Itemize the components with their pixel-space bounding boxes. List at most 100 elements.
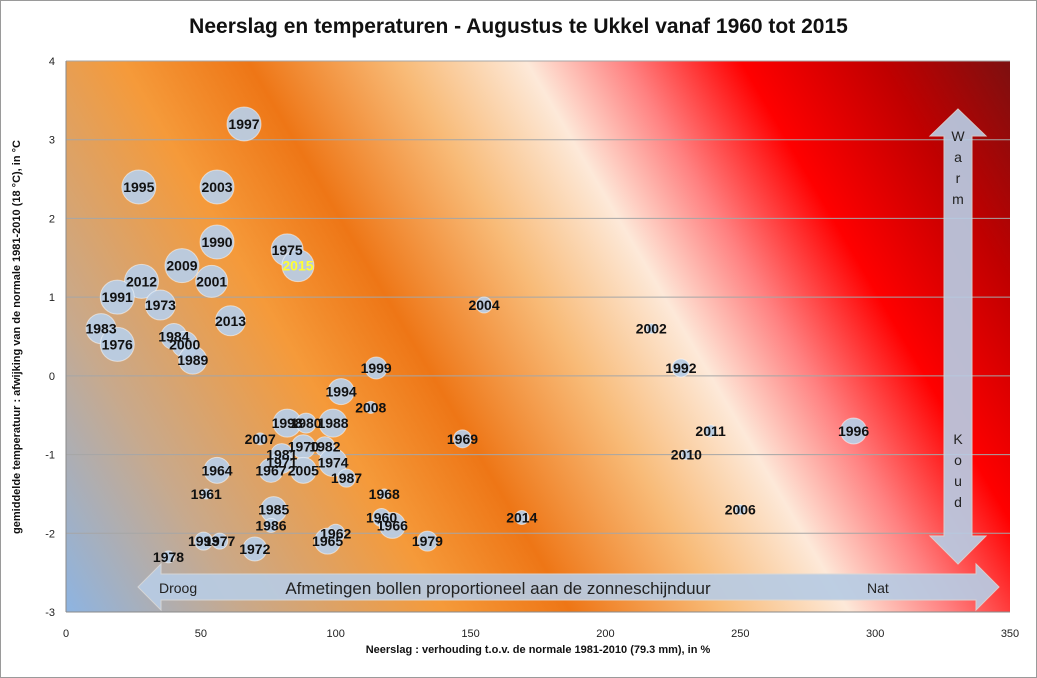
bubble-2009 (164, 248, 200, 284)
vertical-double-arrow (928, 108, 988, 565)
bubble-1980 (295, 412, 317, 434)
y-tick-label: 3 (49, 135, 55, 147)
bubble-label-2003: 2003 (201, 179, 232, 195)
bubble-2010 (680, 449, 692, 461)
bubble-label-1983: 1983 (85, 321, 116, 337)
gridlines (66, 60, 1010, 534)
bubble-label-1993: 1993 (188, 533, 219, 549)
bubble-label-1969: 1969 (447, 431, 478, 447)
bubble-label-2008: 2008 (355, 399, 386, 415)
arrow-label-sunshine: Afmetingen bollen proportioneel aan de z… (285, 579, 711, 598)
y-tick-label: 2 (49, 213, 55, 225)
bubble-label-1966: 1966 (377, 517, 408, 533)
bubble-label-2013: 2013 (215, 313, 246, 329)
bubble-label-2002: 2002 (636, 321, 667, 337)
bubble-label-1970: 1970 (288, 439, 319, 455)
x-tick-label: 100 (327, 628, 345, 640)
bubble-label-1973: 1973 (145, 297, 176, 313)
x-tick-label: 200 (596, 628, 614, 640)
bubble-label-2007: 2007 (245, 431, 276, 447)
bubble-series (85, 106, 868, 564)
bubble-2005 (289, 456, 317, 484)
bubble-label-1964: 1964 (201, 462, 232, 478)
bubble-label-1967: 1967 (255, 462, 286, 478)
bubble-label-1989: 1989 (177, 352, 208, 368)
y-tick-labels: -3 -2 -1 0 1 2 3 4 (45, 56, 55, 619)
bubble-label-1975: 1975 (272, 242, 303, 258)
bubble-1968 (378, 488, 390, 500)
bubble-label-1986: 1986 (255, 517, 286, 533)
bubble-label-2004: 2004 (468, 297, 499, 313)
bubble-label-1974: 1974 (317, 454, 348, 470)
x-tick-label: 350 (1001, 628, 1019, 640)
bubble-label-1961: 1961 (191, 486, 222, 502)
bubble-2001 (195, 264, 229, 298)
bubble-1966 (378, 511, 406, 539)
bubble-1969 (452, 429, 472, 449)
bubble-label-1960: 1960 (366, 510, 397, 526)
bubble-label-1998: 1998 (272, 415, 303, 431)
bubble-label-1965: 1965 (312, 533, 343, 549)
bubble-label-1988: 1988 (317, 415, 348, 431)
bubble-label-2015: 2015 (282, 258, 313, 274)
y-tick-label: -1 (45, 450, 55, 462)
bubble-label-1996: 1996 (838, 423, 869, 439)
bubble-label-1999: 1999 (361, 360, 392, 376)
bubble-label-1997: 1997 (228, 116, 259, 132)
bubble-1996 (840, 417, 868, 445)
x-tick-label: 150 (461, 628, 479, 640)
bubble-1967 (258, 457, 284, 483)
bubble-1988 (318, 408, 348, 438)
bubble-2007 (253, 432, 267, 446)
bubble-label-1972: 1972 (239, 541, 270, 557)
bubble-label-2010: 2010 (671, 447, 702, 463)
arrow-label-droog: Droog (159, 580, 197, 596)
bubble-label-1979: 1979 (412, 533, 443, 549)
bubble-label-1990: 1990 (201, 234, 232, 250)
bubble-label-1987: 1987 (331, 470, 362, 486)
bubble-label-2011: 2011 (695, 423, 726, 439)
y-tick-label: -3 (45, 607, 55, 619)
bubble-1994 (327, 378, 355, 406)
x-tick-label: 0 (63, 628, 69, 640)
x-tick-label: 50 (195, 628, 207, 640)
bubble-2015 (281, 249, 315, 283)
y-tick-label: -2 (45, 528, 55, 540)
bubble-1987 (337, 468, 357, 488)
bubble-label-1995: 1995 (123, 179, 154, 195)
bubble-2013 (215, 305, 247, 337)
bubble-label-1991: 1991 (102, 289, 133, 305)
bubble-1986 (263, 517, 279, 533)
x-tick-label: 300 (866, 628, 884, 640)
bubble-label-1962: 1962 (320, 525, 351, 541)
x-axis-title: Neerslag : verhouding t.o.v. de normale … (366, 644, 711, 656)
bubble-1974 (318, 447, 348, 477)
plot-background (66, 61, 1010, 612)
x-tick-labels: 0 50 100 150 200 250 300 350 (63, 628, 1019, 640)
bubble-2011 (704, 424, 718, 438)
bubble-label-2005: 2005 (288, 462, 319, 478)
bubble-1995 (121, 169, 157, 205)
bubble-1961 (200, 488, 212, 500)
arrow-label-nat: Nat (867, 580, 889, 596)
bubble-label-1992: 1992 (665, 360, 696, 376)
bubble-1997 (226, 106, 262, 142)
bubble-2006 (734, 504, 746, 516)
bubble-label-1976: 1976 (102, 336, 133, 352)
bubble-label-1978: 1978 (153, 549, 184, 565)
chart-title: Neerslag en temperaturen - Augustus te U… (189, 15, 848, 38)
bubble-1978 (161, 550, 175, 564)
bubble-1992 (671, 358, 691, 378)
bubble-label-1968: 1968 (369, 486, 400, 502)
bubble-label-2001: 2001 (196, 273, 227, 289)
bubble-1972 (242, 536, 268, 562)
bubble-label-1984: 1984 (158, 329, 189, 345)
bubble-label-1980: 1980 (290, 415, 321, 431)
bubble-label-2006: 2006 (725, 502, 756, 518)
bubble-label-2012: 2012 (126, 273, 157, 289)
